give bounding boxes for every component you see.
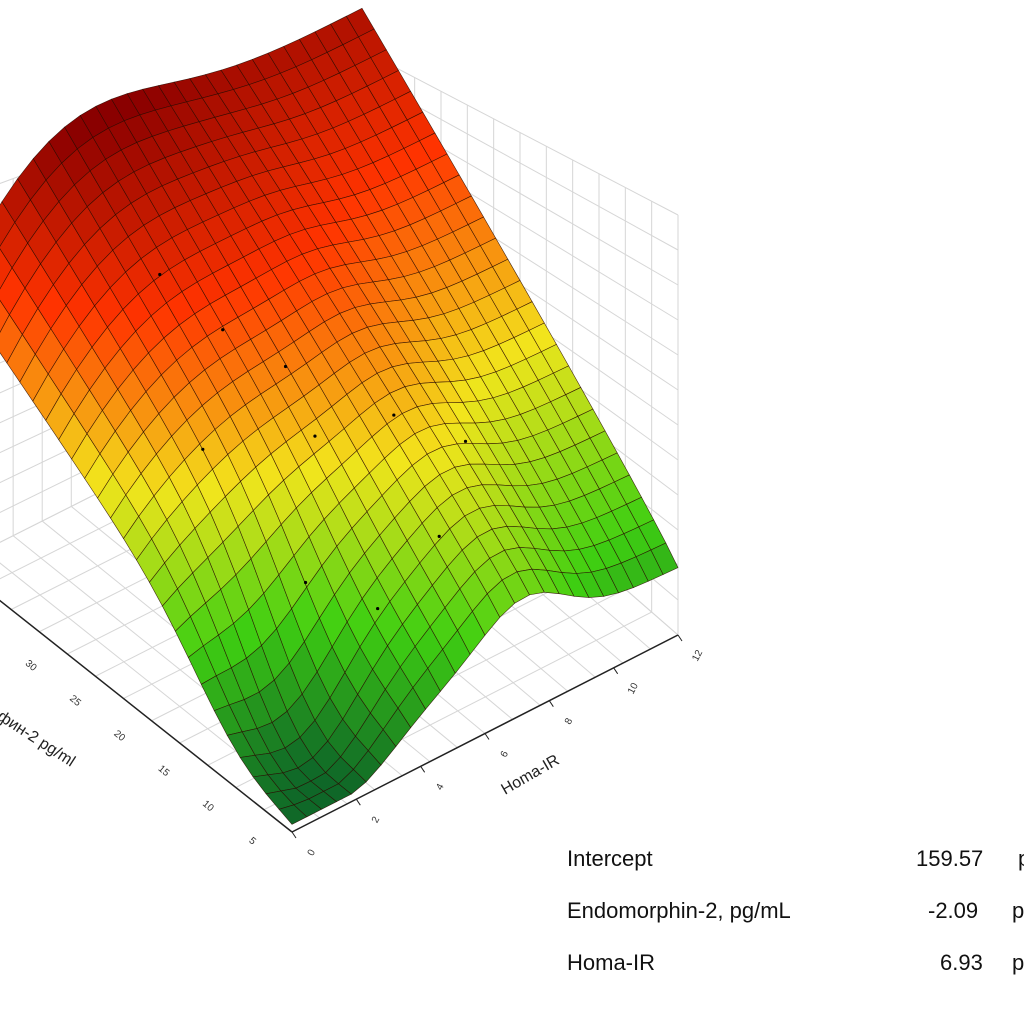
y-tick-label: 20 xyxy=(111,728,127,744)
surface-mesh xyxy=(0,7,679,825)
x-tick xyxy=(291,831,297,839)
x-tick xyxy=(484,733,490,740)
observation-point xyxy=(158,272,162,277)
surface-cell xyxy=(650,542,679,575)
x-tick-label: 0 xyxy=(306,847,319,857)
observation-point xyxy=(392,413,396,417)
x-tick-label: 12 xyxy=(690,648,705,663)
coef-row-suffix-1: p xyxy=(1012,898,1024,923)
x-tick xyxy=(677,634,683,642)
axes xyxy=(0,599,683,839)
y-axis-label: Эндоморфин-2 pg/ml xyxy=(0,671,78,770)
y-tick-label: 5 xyxy=(246,835,258,847)
x-tick xyxy=(548,700,554,707)
observation-point xyxy=(303,580,308,585)
y-tick-label: 15 xyxy=(156,763,172,779)
data-points xyxy=(158,272,468,611)
coef-row-value-0: 159.57 xyxy=(916,846,984,871)
coef-row-suffix-2: p xyxy=(1012,950,1024,975)
observation-point xyxy=(221,328,225,332)
coef-row-value-2: 6.93 xyxy=(940,950,983,975)
x-tick-label: 2 xyxy=(370,815,383,825)
coef-row-value-1: -2.09 xyxy=(928,898,979,923)
y-tick-label: 25 xyxy=(67,693,83,709)
x-tick xyxy=(613,667,619,675)
x-tick-label: 8 xyxy=(563,716,576,726)
y-tick-label: 30 xyxy=(23,658,39,674)
coef-row-name-1: Endomorphin-2, pg/mL xyxy=(567,898,791,923)
x-tick-label: 4 xyxy=(434,782,447,792)
coef-row-suffix-0: p xyxy=(1018,846,1024,872)
observation-point xyxy=(376,606,380,611)
coef-row-name-2: Homa-IR xyxy=(567,950,656,975)
observation-point xyxy=(283,364,288,369)
x-tick-label: 10 xyxy=(626,681,641,696)
y-axis-line xyxy=(0,599,293,833)
coef-row-name-0: Intercept xyxy=(567,846,653,871)
x-tick-label: 6 xyxy=(499,749,512,759)
observation-point xyxy=(201,447,205,451)
y-tick-label: 10 xyxy=(200,799,216,815)
observation-point xyxy=(313,434,317,438)
observation-point xyxy=(437,534,441,538)
observation-point xyxy=(463,439,468,443)
x-tick xyxy=(355,798,361,806)
x-tick xyxy=(420,766,426,773)
